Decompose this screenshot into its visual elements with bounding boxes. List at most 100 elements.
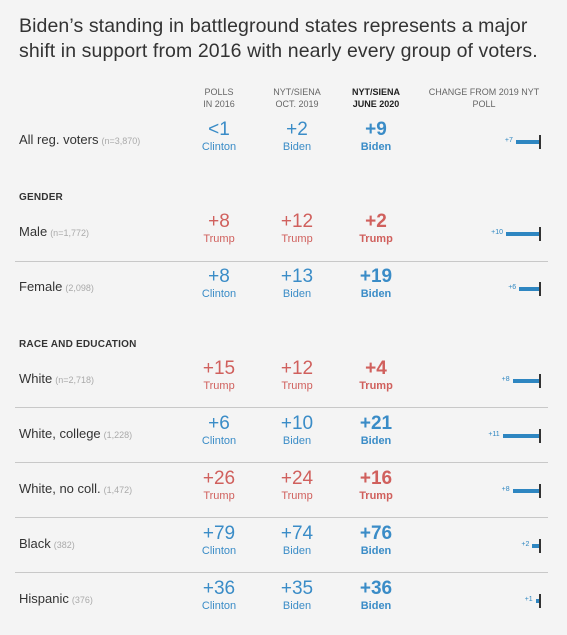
margin-value: +26: [202, 468, 236, 489]
leading-party: Biden: [282, 435, 312, 447]
leading-party: Trump: [203, 380, 235, 392]
margin-value: +12: [280, 358, 314, 379]
leading-party: Biden: [282, 600, 312, 612]
margin-value: +10: [280, 413, 314, 434]
margin-cell-2019: +24 Trump: [247, 469, 347, 503]
change-bar: [506, 232, 539, 236]
margin-cell-2020: +2 Trump: [326, 212, 426, 246]
margin-value: +76: [359, 523, 393, 544]
change-label: +8: [501, 376, 510, 383]
row-divider: [15, 517, 548, 518]
leading-party: Trump: [359, 233, 393, 245]
change-baseline-tick: [539, 135, 541, 149]
leading-party: Biden: [282, 545, 312, 557]
row-label: Hispanic (376): [19, 591, 93, 606]
row-label-text: White, college: [19, 426, 101, 441]
margin-cell-2020: +9 Biden: [326, 120, 426, 154]
margin-value: +24: [280, 468, 314, 489]
margin-value: +13: [280, 266, 314, 287]
row-label: All reg. voters (n=3,870): [19, 132, 140, 147]
margin-cell-2020: +16 Trump: [326, 469, 426, 503]
column-header-2016: POLLS IN 2016: [164, 86, 274, 110]
leading-party: Clinton: [201, 141, 237, 153]
margin-cell-2016: +15 Trump: [169, 359, 269, 393]
leading-party: Biden: [282, 288, 312, 300]
margin-value: +19: [359, 266, 393, 287]
row-divider: [15, 261, 548, 262]
leading-party: Biden: [360, 600, 392, 612]
leading-party: Biden: [360, 435, 392, 447]
margin-cell-2020: +19 Biden: [326, 267, 426, 301]
sample-size: (1,472): [103, 485, 133, 495]
margin-value: +16: [359, 468, 393, 489]
leading-party: Trump: [359, 380, 393, 392]
margin-cell-2016: +79 Clinton: [169, 524, 269, 558]
change-label: +11: [488, 431, 500, 438]
column-header-line: OCT. 2019: [275, 99, 319, 109]
sample-size: (n=1,772): [50, 228, 89, 238]
row-divider: [15, 572, 548, 573]
margin-cell-2019: +74 Biden: [247, 524, 347, 558]
margin-cell-2016: <1 Clinton: [169, 120, 269, 154]
margin-cell-2019: +13 Biden: [247, 267, 347, 301]
leading-party: Biden: [360, 141, 392, 153]
row-label-text: Male: [19, 224, 48, 239]
margin-value: +2: [365, 211, 387, 232]
change-baseline-tick: [539, 539, 541, 553]
margin-value: +8: [208, 211, 230, 232]
leading-party: Clinton: [201, 288, 237, 300]
margin-cell-2019: +2 Biden: [247, 120, 347, 154]
row-label: White (n=2,718): [19, 371, 94, 386]
margin-value: +2: [286, 119, 308, 140]
change-bar: [502, 434, 539, 438]
leading-party: Trump: [203, 233, 235, 245]
margin-value: +36: [359, 578, 393, 599]
margin-cell-2020: +76 Biden: [326, 524, 426, 558]
leading-party: Biden: [360, 288, 392, 300]
change-bar: [512, 489, 539, 493]
leading-party: Trump: [359, 490, 393, 502]
change-baseline-tick: [539, 282, 541, 296]
change-label: +8: [501, 486, 510, 493]
column-header-2020: NYT/SIENA JUNE 2020: [321, 86, 431, 110]
change-bar: [519, 287, 539, 291]
margin-value: +79: [202, 523, 236, 544]
margin-cell-2016: +8 Trump: [169, 212, 269, 246]
margin-cell-2016: +6 Clinton: [169, 414, 269, 448]
margin-value: +8: [208, 266, 230, 287]
leading-party: Biden: [282, 141, 312, 153]
row-label: White, no coll. (1,472): [19, 481, 132, 496]
row-label: Black (382): [19, 536, 75, 551]
margin-value: +15: [202, 358, 236, 379]
margin-cell-2020: +4 Trump: [326, 359, 426, 393]
row-divider: [15, 407, 548, 408]
margin-value: +12: [280, 211, 314, 232]
row-label-text: Female: [19, 279, 63, 294]
change-label: +10: [491, 229, 503, 236]
row-label-text: All reg. voters: [19, 132, 99, 147]
change-baseline-tick: [539, 227, 541, 241]
change-bar: [535, 599, 539, 603]
change-label: +1: [524, 596, 533, 603]
margin-cell-2019: +12 Trump: [247, 212, 347, 246]
margin-cell-2016: +8 Clinton: [169, 267, 269, 301]
change-bar: [515, 140, 539, 144]
margin-value: +9: [365, 119, 387, 140]
margin-value: +21: [359, 413, 393, 434]
row-divider: [15, 462, 548, 463]
margin-value: +4: [365, 358, 387, 379]
change-bar: [512, 379, 539, 383]
column-header-line: JUNE 2020: [352, 99, 400, 109]
change-baseline-tick: [539, 429, 541, 443]
column-header-line: NYT/SIENA: [273, 87, 321, 97]
change-label: +6: [508, 284, 517, 291]
column-header-2019: NYT/SIENA OCT. 2019: [242, 86, 352, 110]
row-label-text: White, no coll.: [19, 481, 101, 496]
change-label: +7: [504, 137, 513, 144]
margin-cell-2019: +10 Biden: [247, 414, 347, 448]
change-label: +2: [521, 541, 530, 548]
sample-size: (1,228): [103, 430, 133, 440]
chart-title: Biden’s standing in battleground states …: [19, 15, 538, 62]
margin-value: +35: [280, 578, 314, 599]
margin-cell-2016: +36 Clinton: [169, 579, 269, 613]
